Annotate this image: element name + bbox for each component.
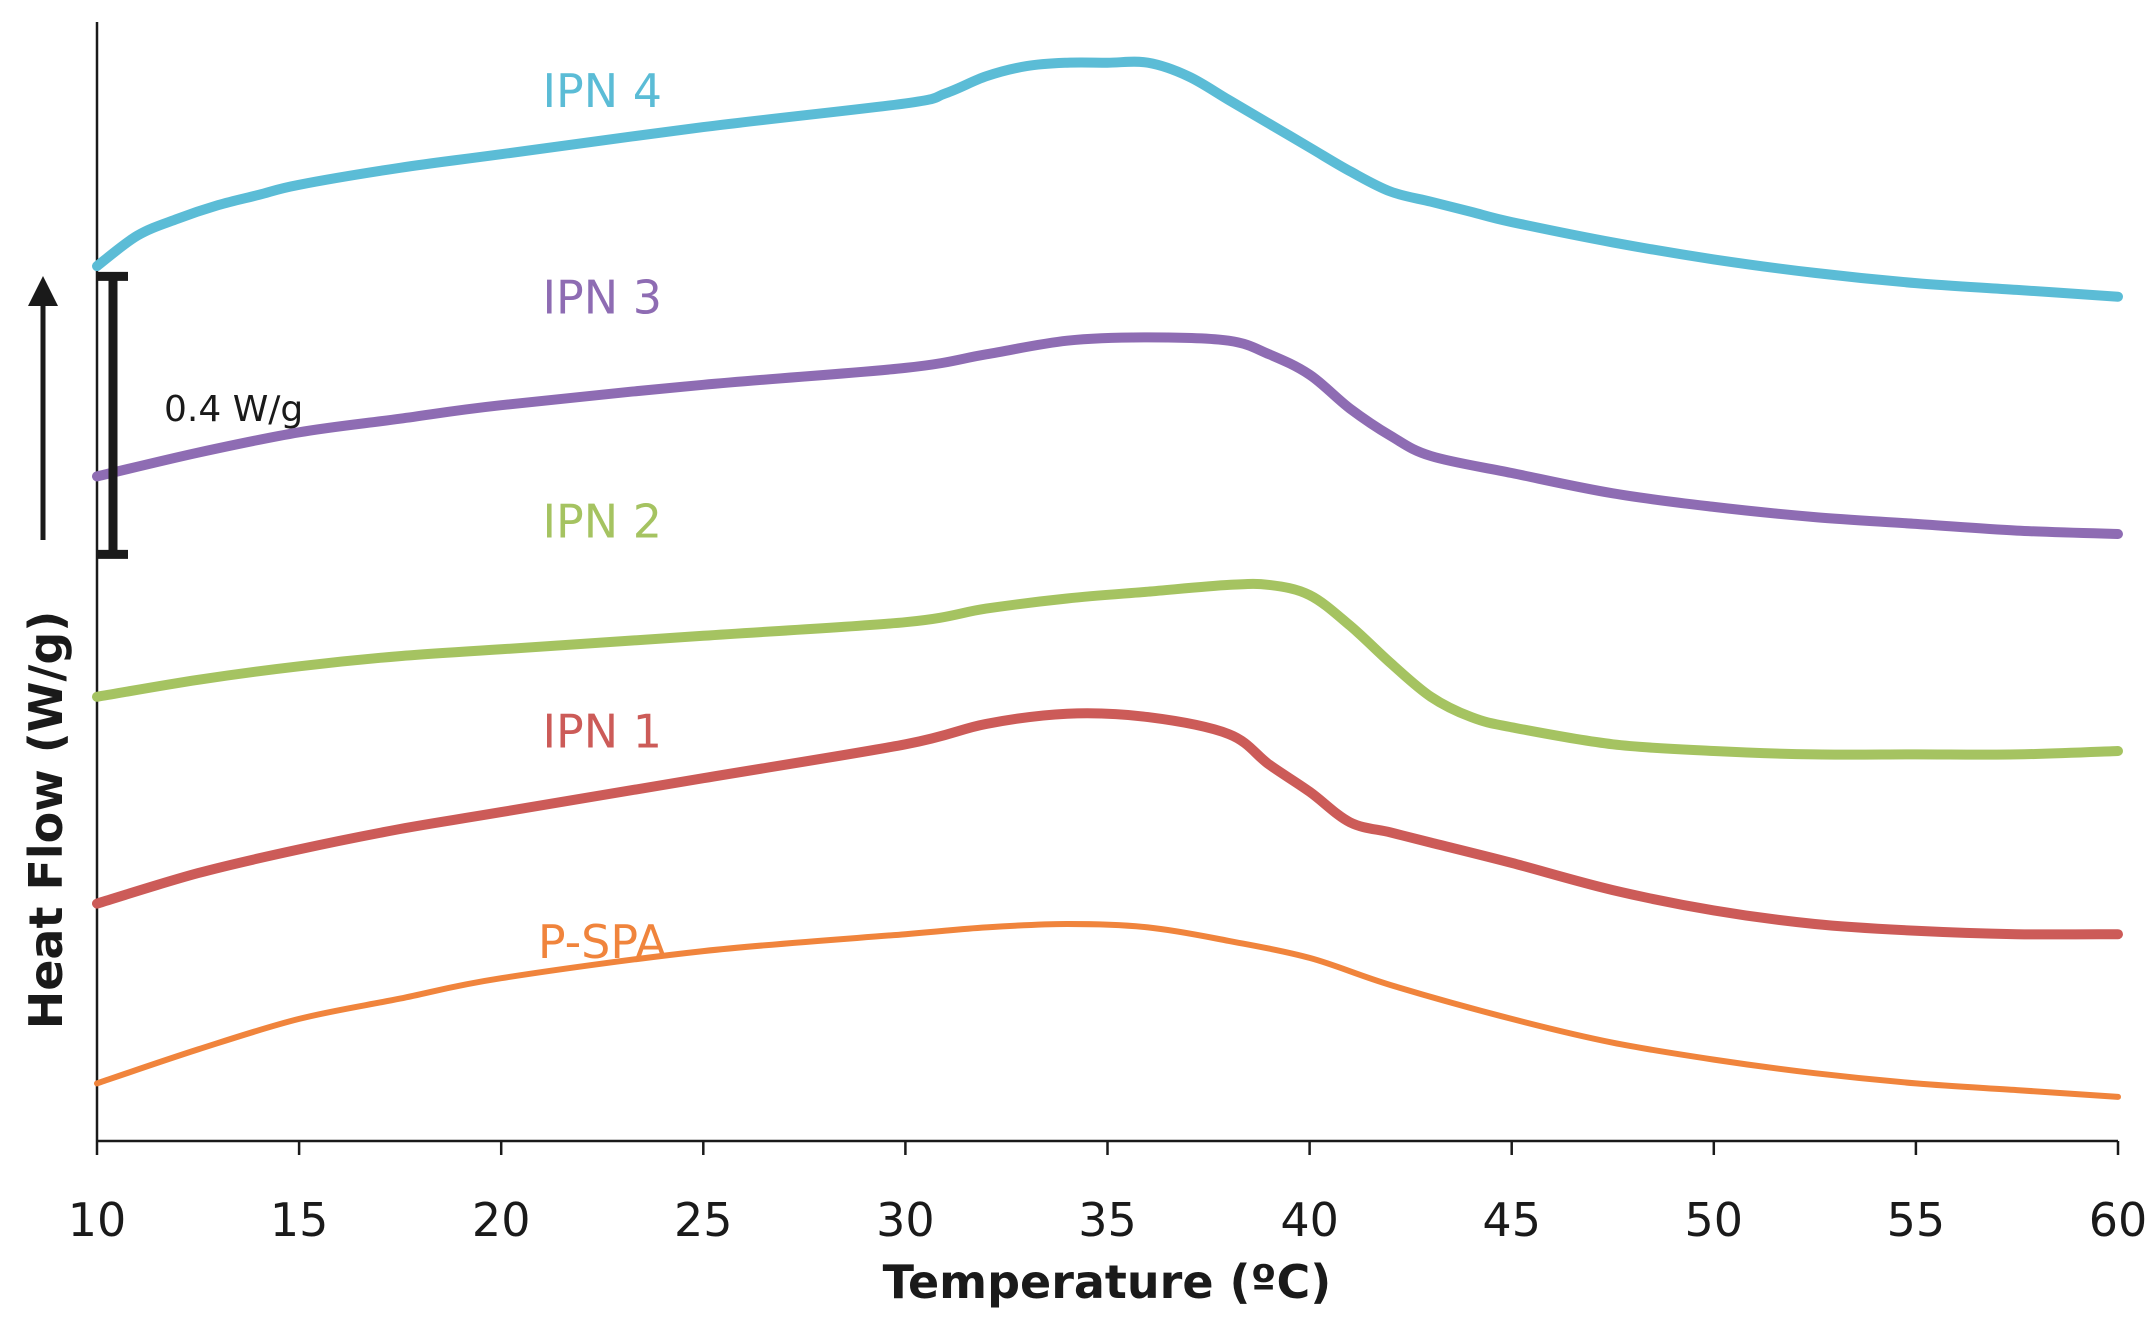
- series-line-ipn-4: [92, 56, 2123, 302]
- series-layer: [92, 56, 2123, 1100]
- scale-bar: 0.4 W/g: [98, 271, 303, 559]
- series-label-p-spa: P-SPA: [538, 915, 667, 969]
- x-tick-label-45: 45: [1482, 1193, 1541, 1247]
- x-tick-label-50: 50: [1685, 1193, 1744, 1247]
- series-line-ipn-3: [92, 332, 2123, 539]
- x-ticks: [95, 1141, 2120, 1155]
- y-axis-title: Heat Flow (W/g): [19, 611, 73, 1030]
- series-label-ipn-3: IPN 3: [542, 271, 662, 325]
- x-tick-label-40: 40: [1280, 1193, 1339, 1247]
- axes: [95, 22, 2118, 1143]
- x-tick-label-60: 60: [2089, 1193, 2148, 1247]
- x-tick-labels: 10 15 20 25 30 35 40 45 50 55 60: [68, 1193, 2148, 1247]
- x-axis-title: Temperature (ºC): [883, 1255, 1332, 1309]
- x-tick-label-10: 10: [68, 1193, 127, 1247]
- x-tick-label-35: 35: [1078, 1193, 1137, 1247]
- series-labels: IPN 4 IPN 3 IPN 2 IPN 1 P-SPA: [538, 64, 667, 969]
- series-line-ipn-2: [92, 578, 2123, 760]
- arrow-head: [28, 276, 58, 306]
- series-line-p-spa: [94, 921, 2121, 1100]
- heat-flow-direction-arrow: [28, 276, 58, 540]
- series-label-ipn-1: IPN 1: [542, 705, 662, 759]
- x-tick-label-20: 20: [472, 1193, 531, 1247]
- scale-bar-label: 0.4 W/g: [164, 389, 303, 430]
- series-line-ipn-1: [92, 708, 2123, 940]
- series-label-ipn-4: IPN 4: [542, 64, 662, 118]
- x-tick-label-55: 55: [1887, 1193, 1946, 1247]
- x-tick-label-25: 25: [674, 1193, 733, 1247]
- x-tick-label-15: 15: [270, 1193, 329, 1247]
- series-label-ipn-2: IPN 2: [542, 494, 662, 548]
- x-tick-label-30: 30: [876, 1193, 935, 1247]
